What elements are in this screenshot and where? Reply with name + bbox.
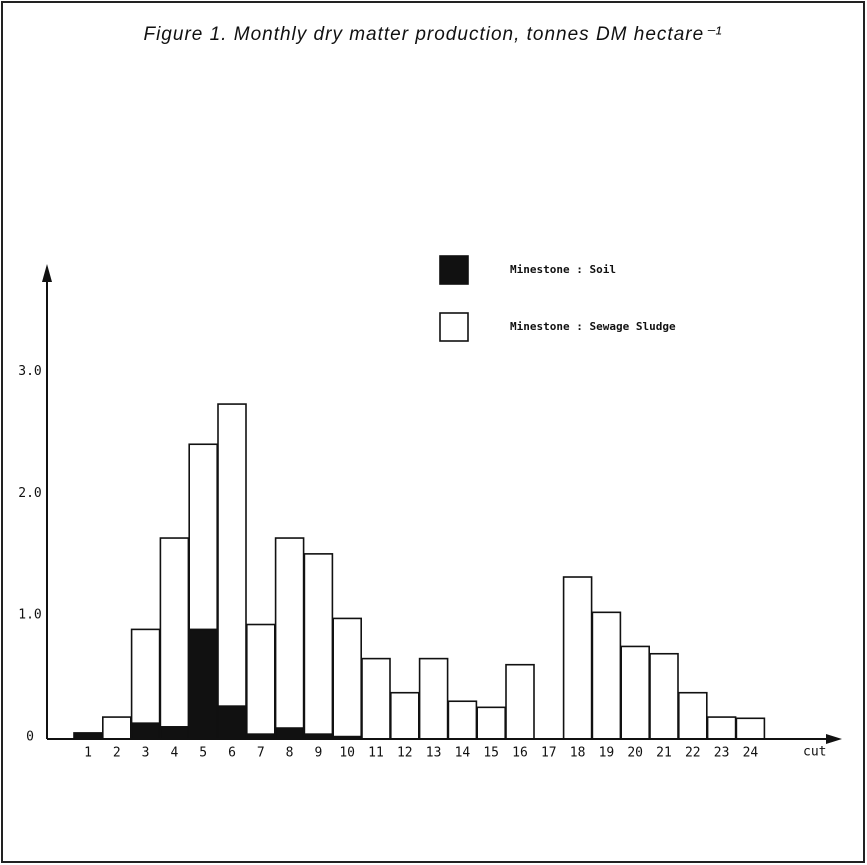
bar	[591, 611, 622, 740]
bar	[217, 705, 247, 740]
legend-swatch	[439, 312, 469, 342]
x-tick-label: 10	[339, 746, 355, 761]
bar	[476, 706, 507, 740]
x-tick-label: 9	[314, 746, 322, 761]
x-tick-label: 2	[113, 746, 121, 761]
bar	[706, 716, 737, 740]
x-tick-label: 4	[170, 746, 178, 761]
bar	[677, 691, 708, 740]
x-tick-label: 21	[656, 746, 672, 761]
x-tick-label: 13	[426, 746, 442, 761]
x-tick-label: 12	[397, 746, 413, 761]
bar	[562, 576, 593, 740]
x-tick-label: 17	[541, 746, 557, 761]
x-tick-label: 24	[743, 746, 759, 761]
x-tick-label: 6	[228, 746, 236, 761]
x-tick-label: 16	[512, 746, 528, 761]
x-tick-label: 8	[286, 746, 294, 761]
bar	[130, 628, 161, 740]
x-tick-label: 23	[714, 746, 730, 761]
bar	[418, 657, 449, 740]
bar	[159, 726, 190, 740]
bar	[361, 657, 391, 740]
x-tick-label: 7	[257, 746, 265, 761]
x-tick-label: 19	[599, 746, 615, 761]
bar	[246, 623, 276, 740]
x-tick-label: 14	[455, 746, 471, 761]
bar	[505, 663, 535, 740]
x-tick-label: 15	[483, 746, 499, 761]
x-tick-label: 22	[685, 746, 701, 761]
x-axis-arrow	[826, 734, 842, 744]
y-tick-label: 2.0	[18, 486, 41, 501]
bar	[303, 553, 334, 740]
y-axis-arrow	[42, 264, 52, 282]
bar	[274, 537, 305, 740]
bar	[389, 691, 420, 740]
x-tick-label: 3	[142, 746, 150, 761]
legend-label: Minestone : Sewage Sludge	[510, 320, 676, 333]
legend-label: Minestone : Soil	[510, 263, 616, 276]
bar	[274, 727, 305, 740]
bar	[649, 652, 679, 740]
x-tick-label: 5	[199, 746, 207, 761]
x-axis-label: cut	[803, 745, 826, 760]
bar	[217, 403, 247, 740]
bar	[159, 537, 190, 740]
bar	[188, 628, 218, 740]
bar	[620, 645, 651, 740]
bar	[102, 716, 132, 740]
bar	[735, 717, 766, 740]
bar	[332, 617, 363, 740]
bars	[73, 403, 766, 740]
chart-title: Figure 1. Monthly dry matter production,…	[143, 24, 722, 45]
y-tick-label: 1.0	[18, 608, 41, 623]
y-tick-label: 0	[26, 730, 34, 745]
bar	[447, 700, 478, 740]
x-tick-label: 18	[570, 746, 586, 761]
x-tick-label: 20	[627, 746, 643, 761]
x-tick-label: 11	[368, 746, 384, 761]
legend-swatch	[439, 255, 469, 285]
bar	[130, 722, 161, 740]
x-tick-label: 1	[84, 746, 92, 761]
y-tick-label: 3.0	[18, 364, 41, 379]
